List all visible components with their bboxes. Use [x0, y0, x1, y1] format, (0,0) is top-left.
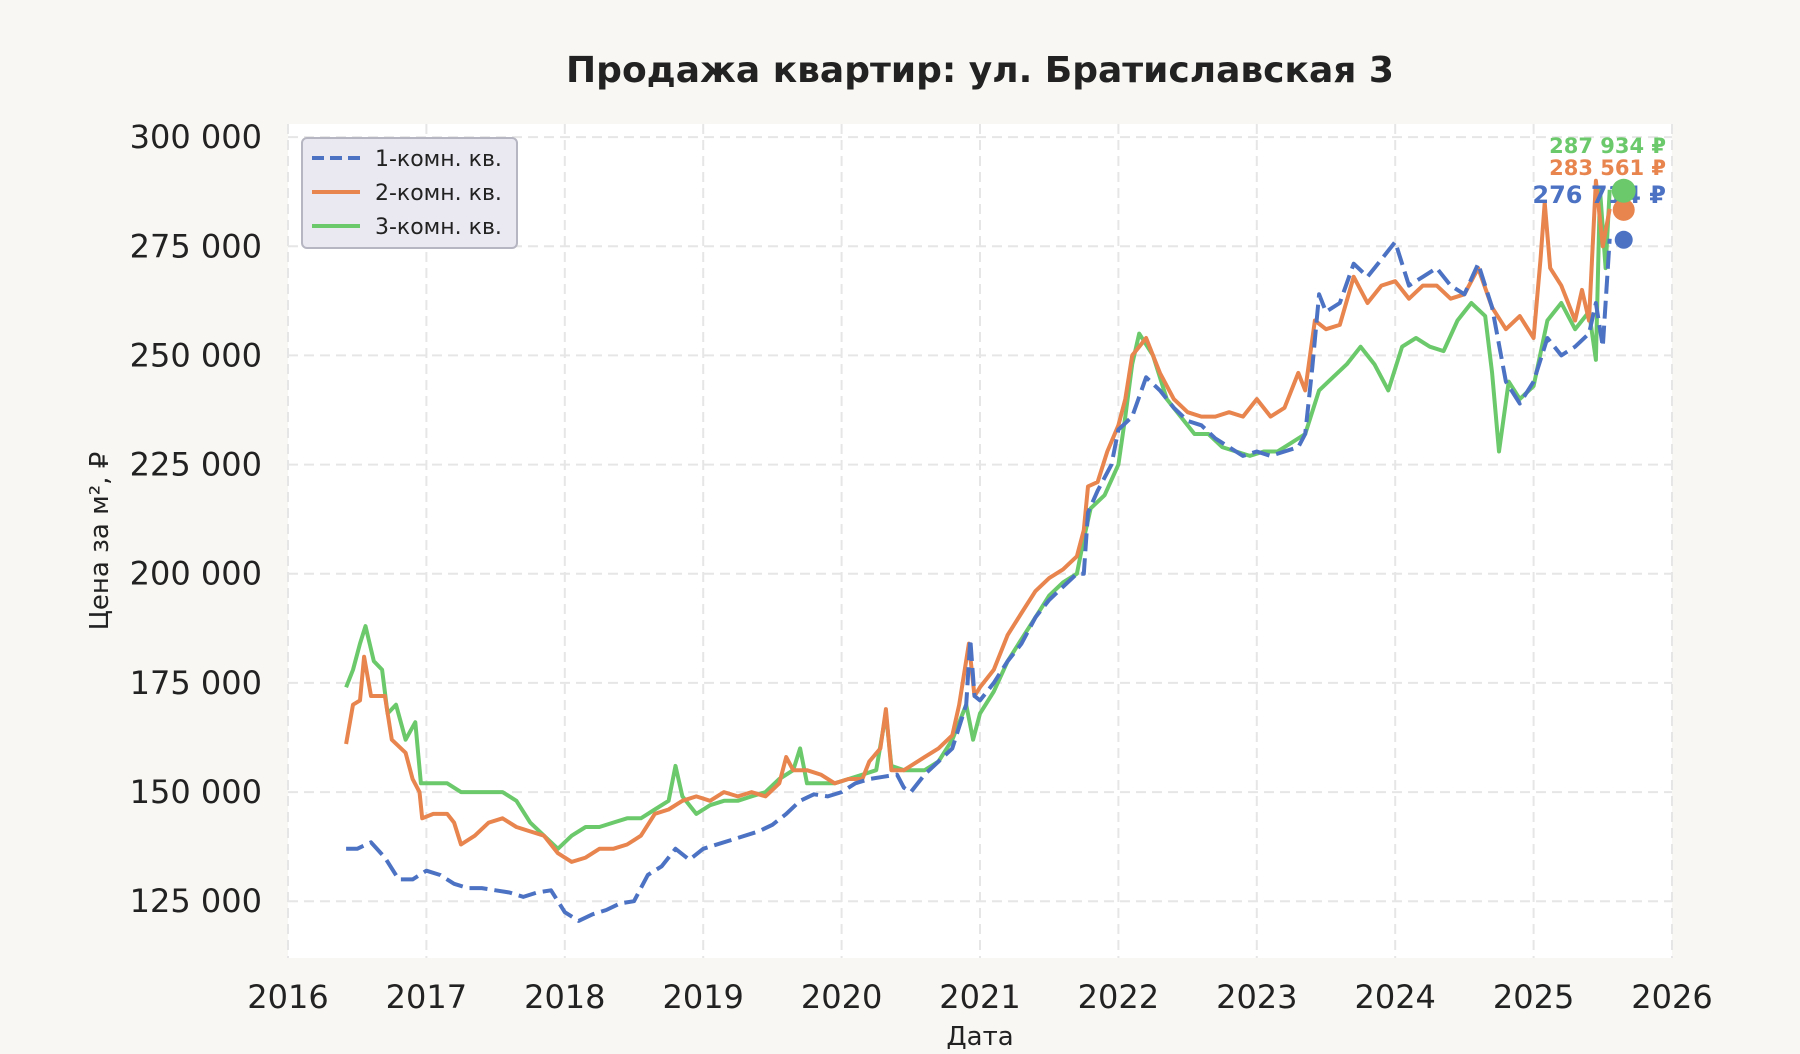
- end-value-label-1room: 276 714 ₽: [1532, 181, 1666, 209]
- y-tick-label: 125 000: [130, 882, 262, 920]
- series-line-3room: [344, 187, 1612, 851]
- legend-box: [301, 137, 518, 249]
- series-line-1room: [346, 238, 1612, 923]
- y-tick-label: 300 000: [130, 118, 262, 156]
- end-marker-3room: [1611, 178, 1636, 203]
- y-axis-label: Цена за м², ₽: [85, 452, 115, 631]
- end-marker-1room: [1614, 230, 1633, 249]
- y-tick-label: 175 000: [130, 664, 262, 702]
- x-tick-label: 2025: [1493, 978, 1574, 1016]
- legend: 1-комн. кв. 2-комн. кв. 3-комн. кв.: [301, 137, 518, 249]
- x-axis-label: Дата: [946, 1022, 1013, 1050]
- x-tick-label: 2016: [247, 978, 328, 1016]
- x-axis-ticks: 2016 2017 2018 2019 2020 2021 2022 2023 2024 2025…: [247, 978, 1712, 1016]
- x-tick-label: 2020: [801, 978, 882, 1016]
- y-axis-ticks: 125 000 150 000 175 000 200 000 225 000 250 0…: [130, 118, 262, 920]
- y-tick-label: 200 000: [130, 555, 262, 593]
- legend-label-3room: 3-комн. кв.: [375, 215, 502, 240]
- series-lines: [344, 178, 1612, 923]
- end-value-label-3room: 287 934 ₽: [1549, 134, 1666, 158]
- end-value-label-2room: 283 561 ₽: [1549, 156, 1666, 180]
- y-tick-label: 250 000: [130, 336, 262, 374]
- x-tick-label: 2022: [1078, 978, 1159, 1016]
- legend-label-2room: 2-комн. кв.: [375, 181, 502, 206]
- x-tick-label: 2019: [662, 978, 743, 1016]
- series-line-2room: [344, 178, 1612, 864]
- legend-label-1room: 1-комн. кв.: [375, 147, 502, 172]
- x-tick-label: 2017: [386, 978, 467, 1016]
- chart-title: Продажа квартир: ул. Братиславская 3: [566, 50, 1394, 91]
- x-tick-label: 2021: [939, 978, 1020, 1016]
- x-tick-label: 2024: [1354, 978, 1435, 1016]
- x-tick-label: 2026: [1631, 978, 1712, 1016]
- y-tick-label: 225 000: [130, 446, 262, 484]
- end-markers: 276 714 ₽283 561 ₽287 934 ₽: [1532, 134, 1666, 249]
- x-tick-label: 2018: [524, 978, 605, 1016]
- end-marker-2room: [1612, 198, 1635, 221]
- grid: [287, 124, 1673, 958]
- y-tick-label: 150 000: [130, 773, 262, 811]
- x-tick-label: 2023: [1216, 978, 1297, 1016]
- y-tick-label: 275 000: [130, 227, 262, 265]
